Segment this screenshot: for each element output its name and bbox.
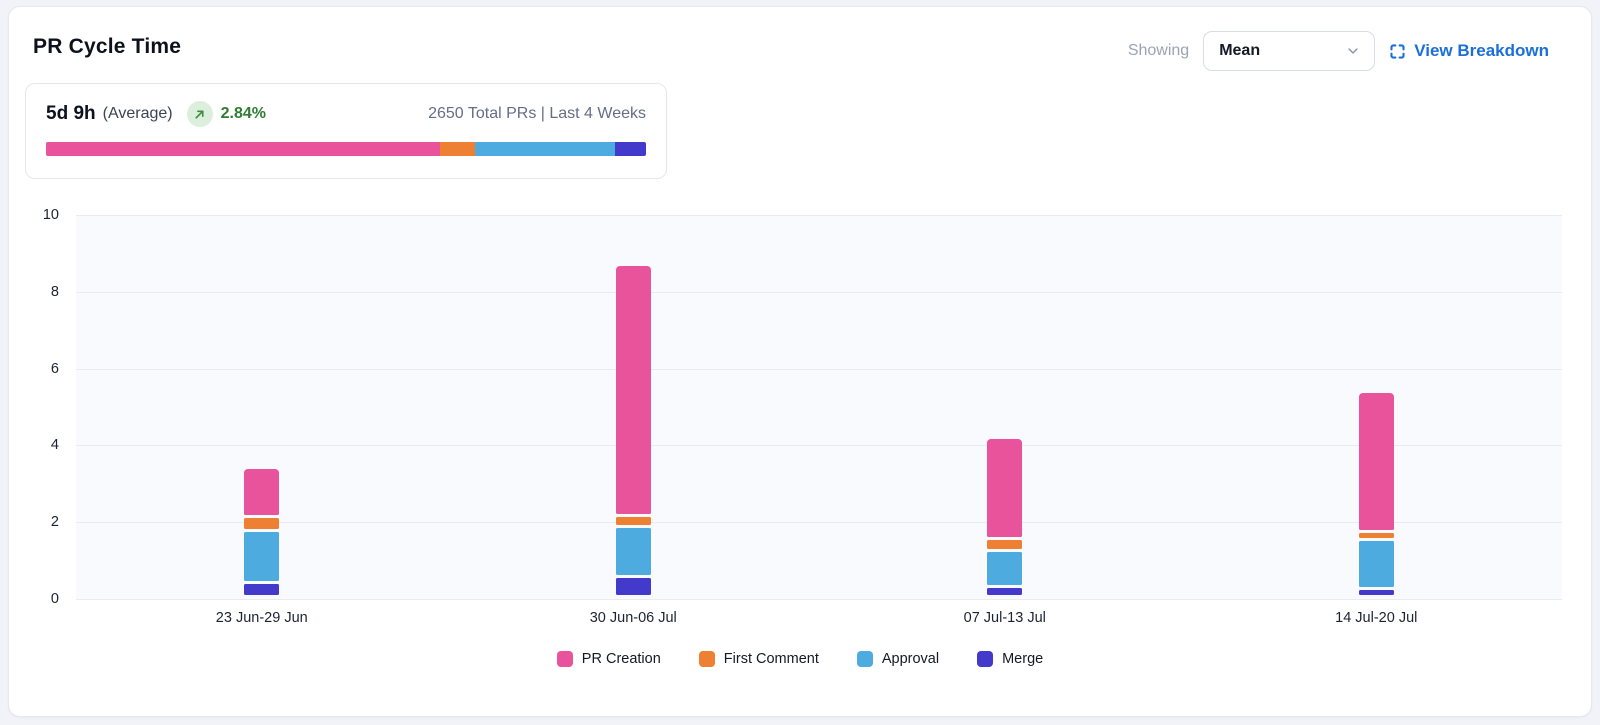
legend-swatch-merge [977, 651, 994, 667]
y-tick-label-2: 2 [50, 514, 59, 531]
bar-segment-merge[interactable] [1358, 590, 1394, 595]
legend-item-approval[interactable]: Approval [856, 651, 940, 667]
x-axis-labels: 23 Jun-29 Jun 30 Jun-06 Jul 07 Jul-13 Jul 1… [76, 610, 1562, 632]
gridline-y2 [76, 522, 1562, 524]
legend-swatch-first-comment [698, 651, 715, 667]
bar-segment-pr-creation[interactable] [244, 468, 280, 516]
bar-segment-approval[interactable] [615, 527, 651, 576]
legend-label-pr-creation: PR Creation [581, 651, 661, 667]
bar-segment-approval[interactable] [987, 552, 1023, 585]
legend-swatch-approval [856, 651, 873, 667]
average-cycle-time-value: 5d 9h [46, 103, 96, 124]
x-tick-label-14-jul-20-jul: 14 Jul-20 Jul [1335, 610, 1418, 626]
stacked-bar-30-jun-06-jul[interactable] [615, 266, 651, 595]
view-breakdown-label: View Breakdown [1414, 41, 1549, 60]
legend-swatch-pr-creation [556, 651, 573, 667]
gridline-y6 [76, 368, 1562, 370]
bar-segment-first-comment[interactable] [615, 516, 651, 525]
bar-segment-approval[interactable] [1358, 540, 1394, 588]
gridline-y8 [76, 291, 1562, 293]
gridline-y0 [76, 599, 1562, 600]
bar-segment-first-comment[interactable] [1358, 532, 1394, 538]
x-tick-label-07-jul-13-jul: 07 Jul-13 Jul [963, 610, 1046, 626]
bar-segment-pr-creation[interactable] [987, 439, 1023, 538]
bar-segment-pr-creation[interactable] [1358, 393, 1394, 530]
y-tick-label-8: 8 [50, 283, 59, 300]
y-tick-label-6: 6 [50, 360, 59, 377]
metric-select[interactable]: Mean [1203, 31, 1376, 71]
legend-item-merge[interactable]: Merge [977, 651, 1043, 667]
gridline-y4 [76, 445, 1562, 447]
y-tick-label-4: 4 [50, 437, 59, 454]
y-tick-label-0: 0 [50, 591, 59, 607]
trend-up-icon [186, 101, 213, 127]
legend-label-first-comment: First Comment [723, 651, 819, 667]
distribution-segment-first-comment[interactable] [439, 142, 475, 156]
view-breakdown-button[interactable]: View Breakdown [1389, 41, 1549, 61]
stacked-bar-07-jul-13-jul[interactable] [987, 439, 1023, 595]
chart-legend: PR Creation First Comment Approval Merge [9, 651, 1591, 667]
chevron-down-icon [1348, 48, 1358, 54]
bar-segment-pr-creation[interactable] [615, 266, 651, 514]
distribution-segment-approval[interactable] [474, 142, 616, 156]
bar-segment-approval[interactable] [244, 532, 280, 582]
bar-segment-merge[interactable] [987, 587, 1023, 595]
header-controls: Showing Mean View Breakdown [1128, 31, 1549, 71]
legend-item-first-comment[interactable]: First Comment [698, 651, 819, 667]
bar-segment-first-comment[interactable] [244, 518, 280, 530]
gridline-y10 [76, 215, 1562, 216]
trend-percentage: 2.84% [220, 105, 266, 122]
x-tick-label-30-jun-06-jul: 30 Jun-06 Jul [589, 610, 677, 626]
stacked-bar-14-jul-20-jul[interactable] [1358, 393, 1394, 595]
distribution-segment-merge[interactable] [615, 142, 646, 156]
bar-segment-merge[interactable] [615, 578, 651, 595]
bar-segment-merge[interactable] [244, 584, 280, 595]
chart-plot-area: 0 2 4 6 8 10 [43, 207, 1562, 607]
average-qualifier: (Average) [102, 105, 173, 122]
expand-icon [1390, 43, 1405, 59]
legend-label-merge: Merge [1002, 651, 1044, 667]
bar-segment-first-comment[interactable] [987, 540, 1023, 550]
cycle-time-distribution-bar [46, 142, 646, 156]
x-tick-label-23-jun-29-jun: 23 Jun-29 Jun [215, 610, 308, 626]
pr-cycle-time-card: PR Cycle Time Showing Mean View Breakdow… [8, 6, 1592, 717]
showing-label: Showing [1127, 42, 1190, 59]
stacked-bar-23-jun-29-jun[interactable] [244, 468, 280, 595]
summary-card: 5d 9h (Average) 2.84% 2650 Total PRs | L… [25, 83, 667, 179]
metric-select-value: Mean [1219, 42, 1261, 59]
page-title: PR Cycle Time [33, 35, 182, 58]
legend-item-pr-creation[interactable]: PR Creation [556, 651, 661, 667]
distribution-segment-pr-creation[interactable] [46, 142, 440, 156]
y-tick-label-10: 10 [42, 207, 59, 223]
legend-label-approval: Approval [881, 651, 940, 667]
summary-totals-text: 2650 Total PRs | Last 4 Weeks [428, 105, 646, 122]
